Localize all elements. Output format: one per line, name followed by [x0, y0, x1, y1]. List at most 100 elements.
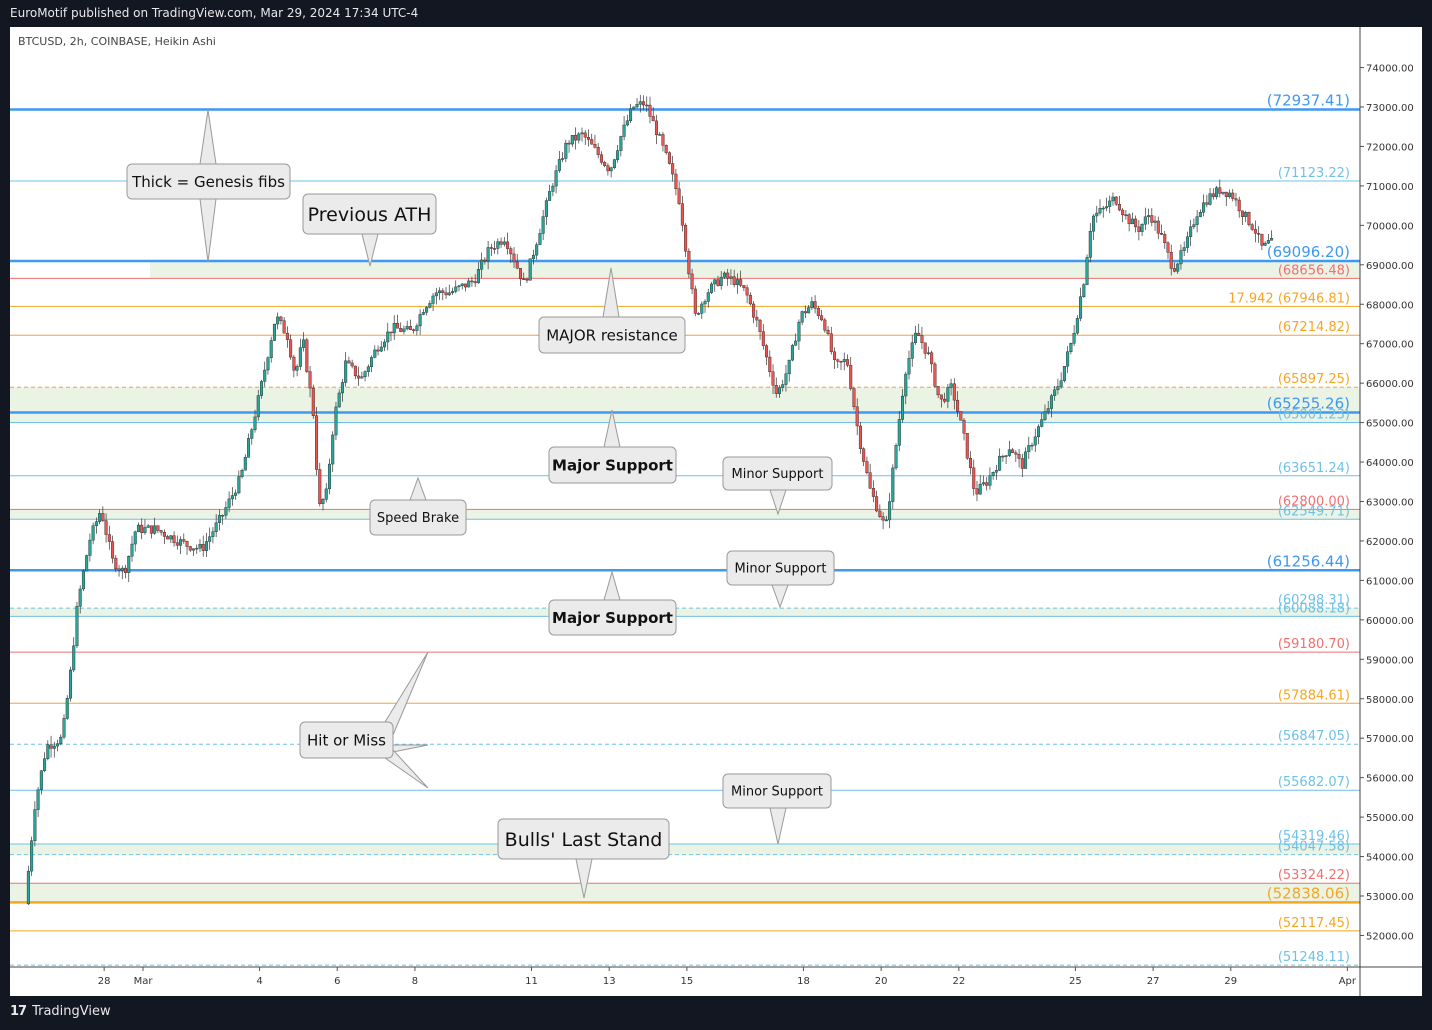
callout-text: Bulls' Last Stand: [505, 829, 663, 851]
candle-up: [302, 339, 306, 348]
annotation-callout[interactable]: Bulls' Last Stand: [497, 818, 670, 899]
support-zone: [150, 261, 1360, 279]
candle-up: [632, 106, 636, 110]
price-axis[interactable]: 52000.00 53000.00 54000.00 55000.00 56000.00…: [1360, 64, 1414, 943]
candle-up: [1182, 247, 1186, 251]
candle-up: [227, 498, 231, 508]
price-scale-bg: [1360, 27, 1422, 967]
candle-down: [1150, 215, 1154, 223]
candle-up: [72, 645, 76, 671]
time-tick-label: 29: [1224, 976, 1237, 987]
candle-up: [153, 525, 157, 534]
candle-up: [904, 373, 908, 397]
time-tick-label: 27: [1147, 976, 1160, 987]
callout-text: Minor Support: [731, 785, 823, 800]
candle-down: [166, 536, 170, 540]
candle-up: [43, 758, 47, 771]
annotation-callout[interactable]: Major Support: [548, 570, 677, 636]
candle-down: [395, 323, 399, 329]
candle-up: [272, 323, 276, 341]
candle-down: [104, 520, 108, 535]
time-axis[interactable]: 28 Mar 4 6 8 11 13 15 18 20 22 25 27 29 Apr: [98, 967, 1357, 987]
candle-up: [1143, 216, 1147, 225]
candle-down: [858, 425, 862, 449]
candle-down: [1237, 199, 1241, 212]
fib-level-label: (56847.05): [1278, 729, 1350, 744]
annotation-callout[interactable]: Thick = Genesis fibs: [126, 109, 291, 263]
price-chart[interactable]: Thick = Genesis fibs Previous ATH MAJOR re…: [0, 0, 1432, 996]
candle-down: [975, 488, 979, 495]
candle-down: [1020, 458, 1024, 469]
candle-up: [1189, 226, 1193, 237]
candle-up: [638, 101, 642, 105]
candle-up: [535, 244, 539, 256]
candle-up: [208, 536, 212, 542]
candle-up: [635, 104, 639, 108]
fib-level-label: (59180.70): [1278, 637, 1350, 652]
candle-up: [344, 360, 348, 383]
candle-down: [765, 345, 769, 358]
candle-down: [1166, 242, 1170, 253]
candle-up: [392, 323, 396, 334]
candle-down: [752, 303, 756, 318]
price-tick-label: 59000.00: [1366, 655, 1414, 666]
annotation-callout[interactable]: Speed Brake: [369, 476, 467, 536]
candle-up: [68, 669, 72, 699]
candle-down: [943, 398, 947, 402]
candle-up: [295, 366, 299, 371]
candle-up: [1024, 451, 1028, 469]
candle-up: [1004, 455, 1008, 457]
candle-up: [85, 555, 89, 572]
callout-text: MAJOR resistance: [546, 326, 678, 344]
candle-down: [768, 356, 772, 373]
fib-level-label: (52117.45): [1278, 916, 1350, 931]
symbol-legend: BTCUSD, 2h, COINBASE, Heikin Ashi: [18, 35, 216, 48]
fib-level-label: (65255.26): [1267, 395, 1350, 413]
candle-up: [784, 373, 788, 385]
candle-up: [994, 470, 998, 473]
candle-down: [1231, 192, 1235, 199]
candle-down: [1014, 452, 1018, 455]
candle-up: [214, 522, 218, 533]
annotation-callout[interactable]: Minor Support: [722, 773, 832, 845]
candle-down: [1163, 234, 1167, 244]
candle-up: [486, 247, 490, 262]
price-tick-label: 72000.00: [1366, 142, 1414, 153]
candle-up: [1040, 419, 1044, 427]
candle-up: [26, 870, 30, 905]
candle-up: [146, 525, 150, 528]
tradingview-logo[interactable]: 17 TradingView: [10, 1004, 111, 1019]
candle-up: [1069, 343, 1073, 352]
candle-up: [1266, 240, 1270, 244]
candle-down: [292, 356, 296, 371]
candle-up: [910, 342, 914, 359]
annotation-callout[interactable]: Major Support: [548, 409, 677, 484]
candle-up: [1147, 215, 1151, 218]
candle-up: [259, 381, 263, 396]
annotation-callout[interactable]: Previous ATH: [302, 193, 437, 267]
annotation-callout[interactable]: MAJOR resistance: [538, 267, 686, 354]
fib-level-label: (52838.06): [1267, 884, 1350, 902]
candle-up: [564, 142, 568, 159]
annotation-callout[interactable]: Minor Support: [722, 456, 833, 516]
candle-down: [603, 162, 607, 166]
candle-up: [1036, 426, 1040, 438]
candle-up: [133, 531, 137, 545]
candle-down: [871, 487, 875, 497]
callout-box: [497, 818, 670, 860]
callout-box: [722, 773, 832, 809]
candle-up: [438, 290, 442, 294]
candle-down: [1121, 209, 1125, 216]
candle-up: [1179, 250, 1183, 265]
candle-down: [149, 525, 153, 534]
price-tick-label: 73000.00: [1366, 103, 1414, 114]
candle-up: [1130, 218, 1134, 225]
annotation-callout[interactable]: Hit or Miss: [299, 651, 429, 789]
price-tick-label: 68000.00: [1366, 300, 1414, 311]
candle-down: [813, 301, 817, 309]
candle-down: [920, 335, 924, 343]
annotation-callout[interactable]: Minor Support: [726, 550, 835, 609]
candle-up: [1195, 216, 1199, 225]
fib-level-label: (51248.11): [1278, 950, 1350, 965]
candle-down: [816, 307, 820, 316]
